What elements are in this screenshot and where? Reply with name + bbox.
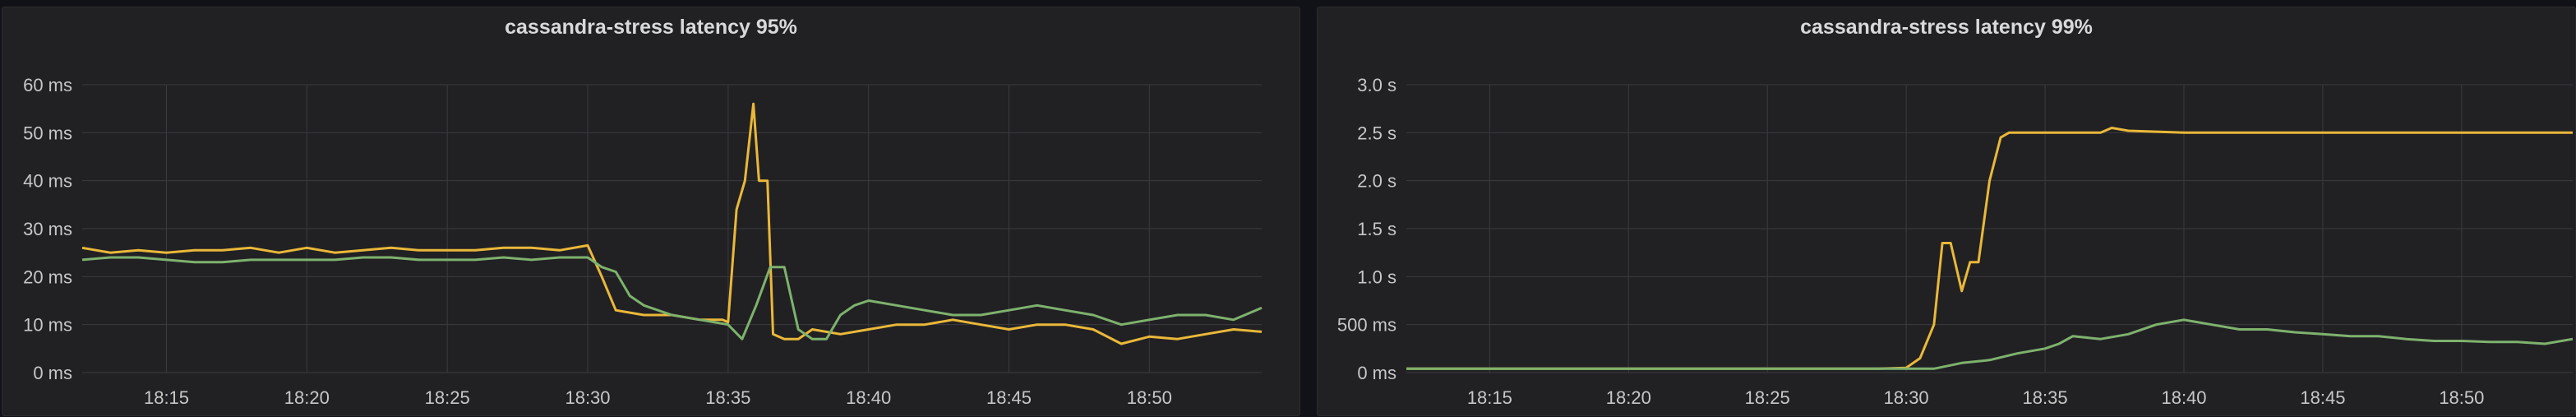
y-tick-label: 0 ms <box>33 363 72 383</box>
y-tick-label: 50 ms <box>23 123 72 143</box>
x-tick-label: 18:25 <box>1745 387 1790 408</box>
x-tick-label: 18:45 <box>986 387 1032 408</box>
x-tick-label: 18:20 <box>1606 387 1651 408</box>
x-tick-label: 18:45 <box>2300 387 2345 408</box>
panel-title[interactable]: cassandra-stress latency 95% <box>505 16 797 39</box>
y-tick-label: 1.5 s <box>1357 219 1396 239</box>
series-line-0[interactable] <box>1406 127 2573 370</box>
latency-95-panel[interactable]: cassandra-stress latency 95% 0 ms 10 ms 20… <box>2 7 1300 416</box>
series-line-1[interactable] <box>81 256 1263 341</box>
x-tick-label: 18:30 <box>565 387 610 408</box>
y-tick-label: 30 ms <box>23 219 72 239</box>
y-tick-label: 0 ms <box>1357 363 1396 383</box>
y-tick-label: 1.0 s <box>1357 266 1396 287</box>
x-tick-label: 18:30 <box>1884 387 1929 408</box>
y-tick-label: 500 ms <box>1337 315 1396 336</box>
latency-99-chart[interactable]: 0 ms 500 ms 1.0 s 1.5 s 2.0 s 2.5 s 3.0 s 18:15… <box>1318 7 2576 417</box>
x-tick-label: 18:40 <box>2161 387 2206 408</box>
x-tick-label: 18:25 <box>425 387 470 408</box>
x-tick-label: 18:50 <box>2439 387 2484 408</box>
latency-99-panel[interactable]: cassandra-stress latency 99% 0 ms 500 ms 1… <box>1317 7 2576 416</box>
y-tick-label: 2.0 s <box>1357 171 1396 192</box>
x-tick-label: 18:40 <box>846 387 891 408</box>
x-tick-label: 18:15 <box>144 387 189 408</box>
panel-title[interactable]: cassandra-stress latency 99% <box>1800 16 2093 39</box>
x-tick-label: 18:35 <box>705 387 750 408</box>
y-tick-label: 10 ms <box>23 315 72 336</box>
y-tick-label: 20 ms <box>23 266 72 287</box>
y-tick-label: 2.5 s <box>1357 123 1396 143</box>
y-tick-label: 40 ms <box>23 171 72 192</box>
series-line-1[interactable] <box>1406 318 2574 370</box>
x-tick-label: 18:15 <box>1467 387 1512 408</box>
series-line-0[interactable] <box>81 102 1263 345</box>
x-tick-label: 18:35 <box>2023 387 2068 408</box>
x-tick-label: 18:20 <box>284 387 330 408</box>
y-tick-label: 3.0 s <box>1357 75 1396 95</box>
y-tick-label: 60 ms <box>23 75 72 95</box>
x-tick-label: 18:50 <box>1127 387 1172 408</box>
latency-95-chart[interactable]: 0 ms 10 ms 20 ms 30 ms 40 ms 50 ms 60 ms 18:15 1… <box>2 7 1301 417</box>
